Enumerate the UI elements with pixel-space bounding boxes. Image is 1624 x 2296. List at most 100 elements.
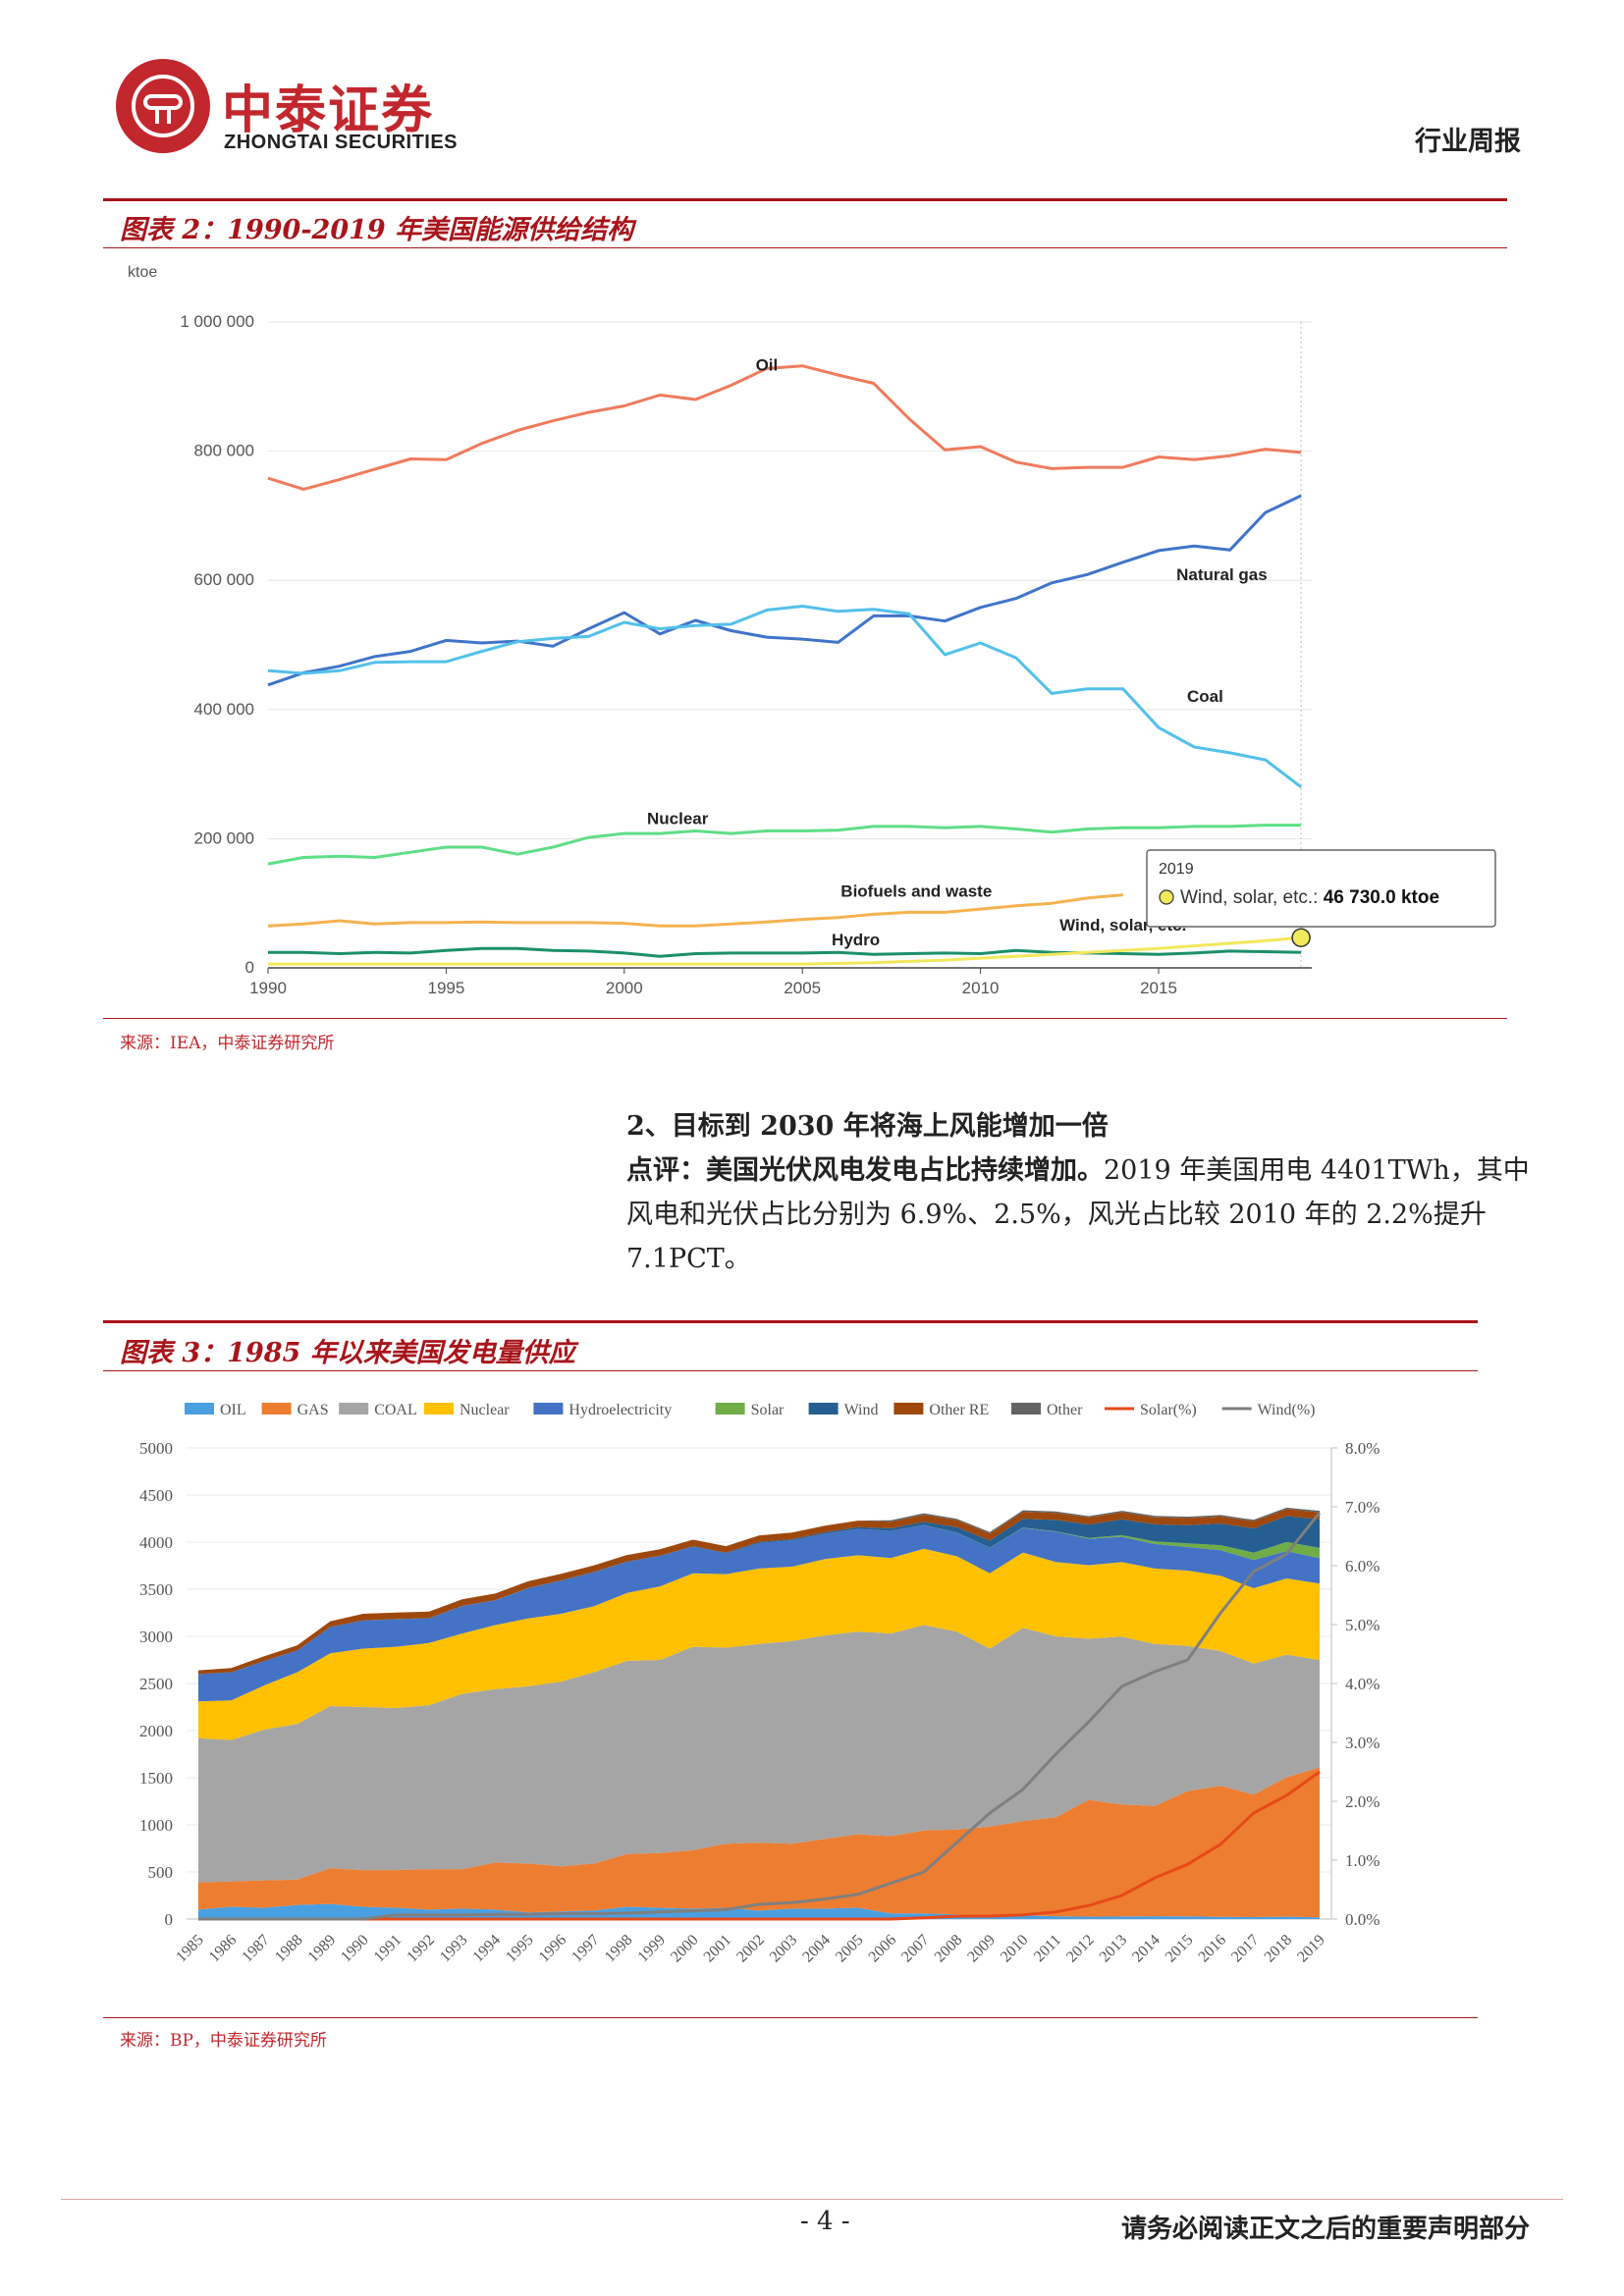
y-tick-label: 5000 [139, 1439, 173, 1458]
series-label: Hydro [832, 931, 880, 949]
x-tick-label: 2010 [998, 1932, 1032, 1966]
x-tick-label: 1994 [469, 1932, 504, 1966]
x-tick-label: 1998 [602, 1932, 636, 1966]
y-tick-label: 3500 [139, 1580, 173, 1599]
series-line-coal [267, 605, 1303, 788]
y2-tick-label: 4.0% [1345, 1675, 1380, 1693]
y2-tick-label: 1.0% [1345, 1851, 1380, 1870]
x-tick-label: 1987 [239, 1932, 273, 1966]
legend-label: Other [1047, 1402, 1083, 1418]
area-hydroelectricity [198, 1524, 1320, 1702]
tooltip-box [1146, 849, 1496, 928]
figure2-source: 来源：IEA，中泰证券研究所 [120, 1034, 335, 1053]
logo-emblem-icon [116, 59, 210, 153]
legend-swatch [533, 1403, 564, 1415]
figure3-source: 来源：BP，中泰证券研究所 [120, 2031, 327, 2051]
y-tick-label: 400 000 [194, 700, 254, 719]
y-tick-label: 0 [165, 1910, 174, 1929]
area-nuclear [198, 1548, 1320, 1740]
y2-tick-label: 2.0% [1345, 1792, 1380, 1811]
series-label: Natural gas [1176, 565, 1268, 584]
y2-tick-label: 5.0% [1345, 1616, 1380, 1634]
x-tick-label: 1989 [305, 1932, 340, 1966]
legend-label: GAS [298, 1402, 329, 1418]
legend-swatch [185, 1403, 214, 1415]
legend-swatch [715, 1403, 745, 1415]
x-tick-label: 1991 [371, 1932, 406, 1966]
legend-label: Solar [751, 1402, 785, 1418]
y2-tick-label: 6.0% [1345, 1557, 1380, 1575]
x-tick-label: 2004 [799, 1932, 834, 1966]
y2-tick-label: 0.0% [1345, 1910, 1380, 1929]
brand-name-cn: 中泰证券 [222, 81, 435, 140]
legend-label: Nuclear [460, 1402, 510, 1418]
tooltip-label: Wind, solar, etc.: [1180, 887, 1324, 908]
figure2-title: 图表 2：1990-2019 年美国能源供给结构 [120, 215, 634, 245]
footer-disclaimer: 请务必阅读正文之后的重要声明部分 [1120, 2215, 1530, 2244]
legend-swatch [424, 1403, 454, 1415]
x-tick-label: 2000 [668, 1932, 702, 1966]
legend-label: Solar(%) [1140, 1402, 1197, 1418]
x-tick-label: 2008 [932, 1932, 966, 1966]
series-label: Coal [1187, 687, 1223, 706]
figure3-title-rule [103, 1370, 1478, 1371]
footer-rule [61, 2199, 1563, 2200]
x-tick-label: 1988 [272, 1932, 306, 1966]
legend-swatch [1011, 1403, 1041, 1415]
figure2-title-rule [103, 247, 1507, 248]
figure3-bottom-rule [103, 2017, 1478, 2018]
x-tick-label: 1985 [173, 1932, 207, 1966]
section-heading: 2、目标到 2030 年将海上风能增加一倍 [626, 1111, 1109, 1142]
line-wind- [198, 1512, 1322, 1921]
line-solar- [198, 1770, 1321, 1921]
tooltip-value: 46 730.0 ktoe [1324, 887, 1439, 908]
y-tick-label: 600 000 [194, 570, 254, 589]
series-label: Biofuels and waste [840, 882, 992, 901]
legend-label: Hydroelectricity [568, 1402, 672, 1418]
x-tick-label: 1993 [437, 1932, 471, 1966]
y-tick-label: 2500 [139, 1675, 173, 1693]
y-tick-label: 800 000 [194, 442, 254, 460]
tooltip-swatch [1159, 889, 1174, 905]
series-line-wind-solar-etc- [268, 935, 1302, 966]
figure2-bottom-rule [103, 1018, 1507, 1019]
legend-label: Wind(%) [1258, 1402, 1316, 1418]
x-tick-label: 2011 [1031, 1932, 1064, 1965]
area-coal [198, 1625, 1320, 1883]
figure3-top-rule [103, 1320, 1478, 1323]
legend-swatch [261, 1403, 292, 1415]
x-tick-label: 1995 [503, 1932, 537, 1966]
y-tick-label: 200 000 [194, 828, 254, 847]
comment-text: 2019 年美国用电 4401TWh，其中风电和光伏占比分别为 6.9%、2.5… [626, 1155, 1530, 1274]
figure3-title: 图表 3：1985 年以来美国发电量供应 [120, 1338, 575, 1368]
series-line-hydro [268, 946, 1302, 958]
y-tick-label: 2000 [139, 1722, 173, 1740]
legend-label: COAL [374, 1402, 417, 1418]
series-line-natural-gas [267, 494, 1302, 687]
x-tick-label: 2010 [962, 979, 1000, 997]
series-line-biofuels-and-waste [267, 893, 1123, 928]
y2-tick-label: 3.0% [1345, 1734, 1380, 1752]
header-rule [103, 198, 1507, 201]
legend-swatch [339, 1403, 369, 1415]
x-tick-label: 2018 [1262, 1932, 1296, 1966]
x-tick-label: 1995 [427, 979, 464, 997]
x-tick-label: 2016 [1195, 1932, 1229, 1966]
company-logo: 中泰证券 ZHONGTAI SECURITIES [116, 59, 489, 167]
x-tick-label: 2013 [1097, 1932, 1131, 1966]
comment-lead: 点评：美国光伏风电发电占比持续增加。 [626, 1155, 1104, 1186]
legend-label: OIL [220, 1402, 246, 1418]
x-tick-label: 2019 [1294, 1932, 1328, 1966]
y-tick-label: 4500 [139, 1486, 173, 1505]
x-tick-label: 2003 [767, 1932, 801, 1966]
x-tick-label: 1990 [249, 979, 287, 997]
legend-label: Other RE [929, 1402, 989, 1418]
report-type: 行业周报 [1415, 127, 1521, 157]
figure2-chart: ktoe 1 000 000 800 000 600 000 400 000 200 0… [116, 253, 1512, 1009]
figure3-chart: OIL GAS COAL Nuclear Hydroelectricity Solar Wi… [116, 1384, 1512, 2012]
x-tick-label: 2015 [1163, 1932, 1197, 1966]
y-tick-label: 4000 [139, 1533, 173, 1552]
series-label: Nuclear [647, 809, 709, 828]
x-tick-label: 1990 [338, 1932, 372, 1966]
x-tick-label: 1986 [206, 1932, 241, 1966]
